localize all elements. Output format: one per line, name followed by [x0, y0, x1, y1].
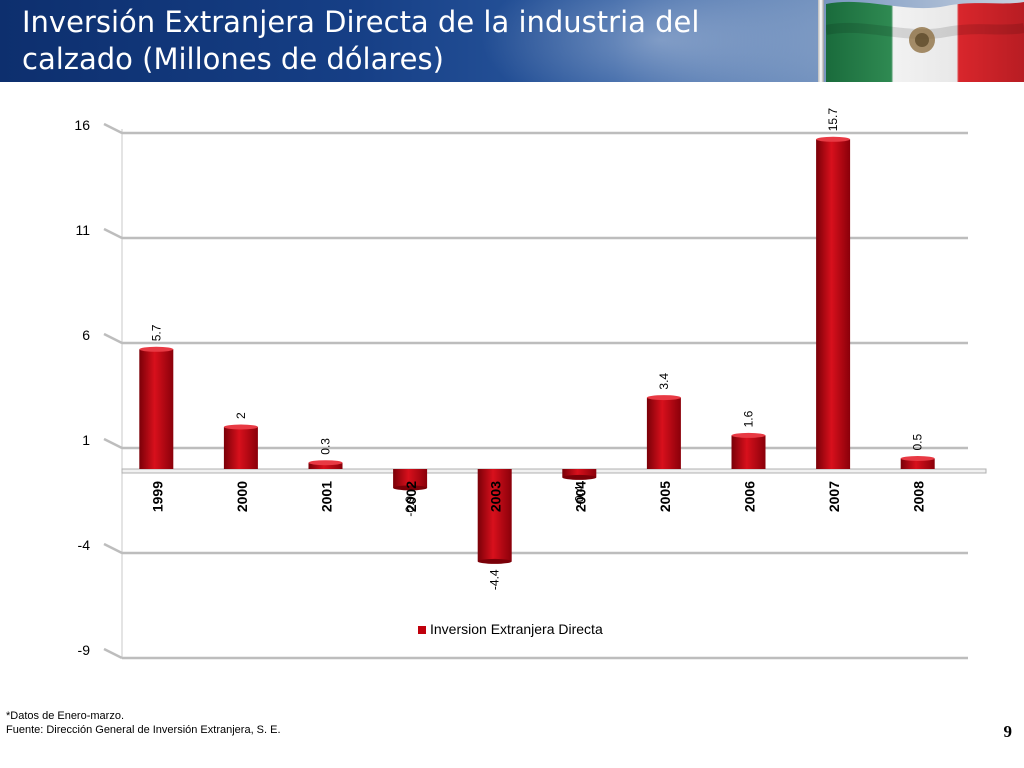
- data-label-2002: -0.9: [403, 496, 417, 517]
- footnote-period: *Datos de Enero-marzo.: [6, 710, 124, 722]
- y-tick-label: -4: [78, 537, 91, 553]
- x-tick-label-2005: 2005: [657, 481, 673, 512]
- gridline-depth: [103, 122, 123, 135]
- zero-baseline: [121, 468, 987, 474]
- header-glow: [480, 0, 840, 82]
- bar-cap-2000: [223, 424, 258, 430]
- gridline-depth: [103, 647, 123, 660]
- footnote-source: Fuente: Dirección General de Inversión E…: [6, 724, 281, 736]
- gridline-depth: [103, 332, 123, 345]
- y-tick-label: 6: [82, 327, 90, 343]
- x-tick-label-2000: 2000: [234, 481, 250, 512]
- bar-2004: [562, 469, 597, 478]
- gridline-depth: [103, 542, 123, 555]
- bar-cap-2007: [816, 136, 851, 142]
- bar-2001: [308, 462, 343, 469]
- bar-cap-2005: [646, 395, 681, 401]
- legend-label: Inversion Extranjera Directa: [430, 621, 603, 637]
- slide-header: Inversión Extranjera Directa de la indus…: [0, 0, 1024, 82]
- gridline-depth: [103, 437, 123, 450]
- bar-cap-2003: [477, 558, 512, 564]
- x-tick-label-2008: 2008: [911, 481, 927, 512]
- data-label-2006: 1.6: [742, 410, 756, 427]
- bar-2002: [393, 469, 428, 488]
- data-label-2004: -0.4: [572, 485, 586, 506]
- bar-2006: [731, 435, 766, 469]
- x-tick-label-1999: 1999: [149, 481, 165, 512]
- bar-2000: [223, 427, 258, 469]
- data-label-2003: -4.4: [488, 569, 502, 590]
- bar-2008: [900, 458, 935, 469]
- gridline-depth: [103, 227, 123, 240]
- data-label-1999: 5.7: [149, 324, 163, 341]
- data-label-2007: 15.7: [826, 108, 840, 132]
- x-tick-label-2002: 2002: [403, 481, 419, 512]
- bar-cap-1999: [139, 346, 174, 352]
- data-label-2008: 0.5: [911, 433, 925, 450]
- bar-2007: [816, 139, 851, 470]
- y-tick-label: 11: [75, 222, 90, 238]
- bar-1999: [139, 349, 174, 469]
- x-tick-label-2006: 2006: [742, 481, 758, 512]
- bar-cap-2002: [393, 485, 428, 491]
- bar-2003: [477, 469, 512, 562]
- data-label-2000: 2: [234, 412, 248, 419]
- bar-cap-2008: [900, 456, 935, 461]
- flagpole: [818, 0, 824, 82]
- page-number: 9: [1003, 722, 1013, 741]
- bar-2005: [646, 397, 681, 469]
- y-tick-label: 16: [74, 117, 90, 133]
- y-tick-label: 1: [82, 432, 90, 448]
- x-tick-label-2007: 2007: [826, 481, 842, 512]
- bar-cap-2006: [731, 432, 766, 438]
- y-tick-label: -9: [78, 642, 91, 658]
- bar-cap-2001: [308, 460, 343, 466]
- data-label-2005: 3.4: [657, 373, 671, 390]
- slide-title: Inversión Extranjera Directa de la indus…: [22, 5, 700, 76]
- bar-cap-2004: [562, 474, 597, 480]
- mexico-flag-icon: [826, 1, 1024, 82]
- x-tick-label-2003: 2003: [488, 481, 504, 512]
- legend-swatch: [418, 626, 426, 634]
- x-tick-label-2001: 2001: [319, 481, 335, 512]
- footnotes: *Datos de Enero-marzo. Fuente: Dirección…: [6, 709, 281, 737]
- x-tick-label-2004: 2004: [572, 481, 588, 512]
- data-label-2001: 0.3: [319, 438, 333, 455]
